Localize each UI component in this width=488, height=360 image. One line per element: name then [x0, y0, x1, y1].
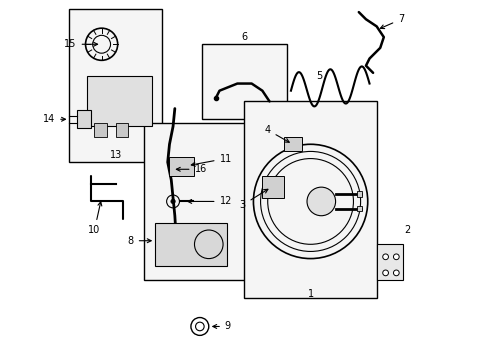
Text: 10: 10	[88, 202, 102, 235]
Bar	[94, 123, 107, 137]
Text: 15: 15	[64, 39, 98, 49]
Text: 13: 13	[109, 150, 122, 160]
Bar	[283, 137, 301, 152]
Circle shape	[306, 187, 335, 216]
Bar	[262, 176, 283, 198]
Bar	[244, 102, 376, 298]
Bar	[116, 123, 128, 137]
Text: 12: 12	[187, 197, 231, 206]
Bar	[201, 44, 287, 119]
Bar	[376, 244, 403, 280]
Text: 6: 6	[241, 32, 247, 42]
Text: 3: 3	[239, 189, 267, 210]
Text: 11: 11	[191, 154, 231, 166]
Text: 7: 7	[380, 14, 404, 28]
Text: 9: 9	[212, 321, 230, 332]
Bar	[155, 223, 226, 266]
Text: 4: 4	[264, 125, 288, 142]
Bar	[77, 111, 91, 128]
Text: 8: 8	[127, 236, 151, 246]
Text: 14: 14	[43, 114, 65, 124]
Text: 5: 5	[316, 71, 322, 81]
Bar	[144, 123, 244, 280]
Text: 1: 1	[307, 289, 313, 299]
Text: 16: 16	[176, 164, 206, 174]
Circle shape	[171, 199, 175, 203]
Text: 2: 2	[403, 225, 409, 235]
Bar	[356, 206, 362, 211]
Circle shape	[393, 270, 398, 276]
Bar	[69, 9, 162, 162]
Bar	[169, 157, 194, 176]
Bar	[87, 76, 151, 126]
Circle shape	[382, 270, 387, 276]
Circle shape	[393, 254, 398, 260]
Circle shape	[382, 254, 387, 260]
Bar	[356, 192, 362, 197]
